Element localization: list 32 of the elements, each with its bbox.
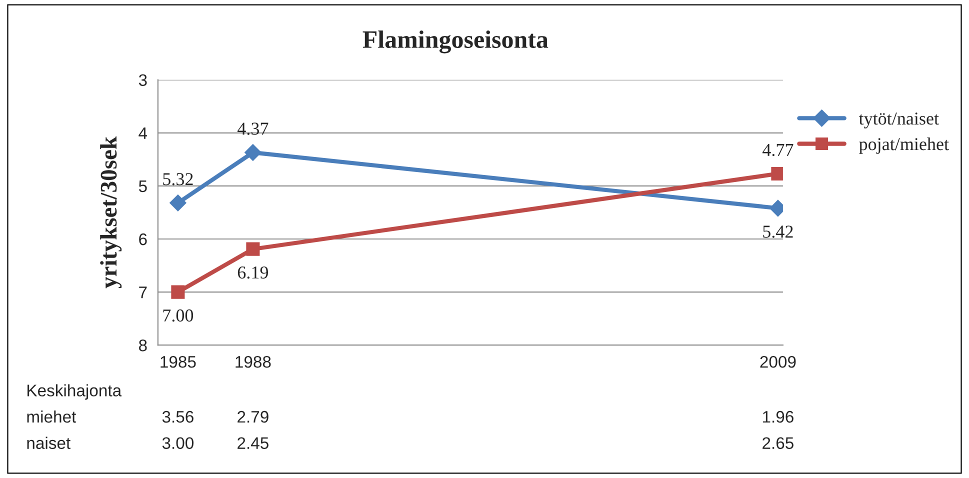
- data-label: 6.19: [238, 266, 268, 279]
- y-tick-label: 6: [139, 233, 147, 246]
- data-label: 4.77: [762, 144, 794, 156]
- text: 2.79: [238, 410, 268, 423]
- legend-label: pojat/miehet: [859, 138, 949, 154]
- chart-title: Flamingoseisonta: [362, 30, 548, 54]
- text: 3.00: [162, 437, 194, 450]
- text: 2.65: [762, 437, 794, 450]
- y-axis-title: yritykset/30sek: [100, 136, 122, 288]
- data-label: 4.37: [238, 122, 268, 135]
- text: Keskihajonta: [28, 384, 122, 400]
- x-tick-label: 2009: [760, 356, 796, 368]
- y-tick-label: 8: [138, 340, 147, 352]
- y-tick-label: 5: [138, 180, 147, 192]
- text: naiset: [27, 436, 71, 450]
- text: 3.56: [162, 410, 194, 423]
- data-label: 5.42: [763, 226, 793, 238]
- point: [170, 194, 186, 212]
- x-tick-label: 1988: [236, 356, 271, 368]
- text: 2.45: [238, 437, 268, 450]
- text: 1.96: [763, 410, 794, 423]
- text: miehet: [27, 410, 76, 423]
- x-tick-label: 1985: [160, 356, 196, 368]
- point: [171, 285, 185, 299]
- y-tick-label: 3: [138, 74, 147, 86]
- point: [244, 144, 262, 161]
- legend-label: tytöt/naiset: [858, 112, 939, 128]
- point: [246, 242, 260, 256]
- y-tick-label: 7: [139, 286, 147, 298]
- data-label: 7.00: [163, 309, 194, 322]
- data-label: 5.32: [163, 173, 193, 186]
- y-tick-label: 4: [138, 127, 148, 139]
